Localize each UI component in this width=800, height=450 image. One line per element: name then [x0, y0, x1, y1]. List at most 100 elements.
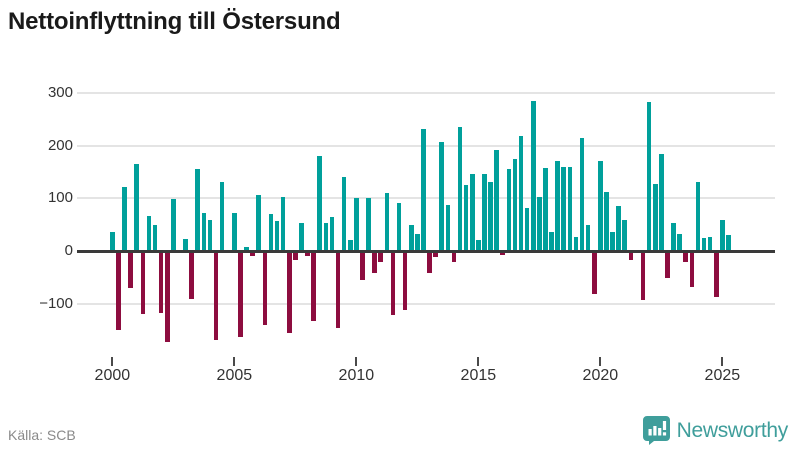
bar-2021-Q1	[622, 219, 628, 251]
bar-2006-Q4	[274, 220, 280, 251]
bar-2005-Q4	[250, 251, 255, 257]
bar-2004-Q1	[207, 219, 213, 251]
bar-2003-Q2	[189, 251, 194, 299]
bar-2007-Q2	[286, 251, 292, 334]
bar-2024-Q2	[701, 237, 707, 251]
bar-2011-Q3	[390, 251, 396, 315]
bar-2003-Q4	[201, 213, 207, 251]
bar-2008-Q1	[305, 251, 310, 257]
bar-2014-Q3	[463, 184, 469, 251]
bar-2004-Q3	[219, 181, 225, 251]
bar-2011-Q4	[396, 202, 402, 251]
y-axis-label--100: −100	[39, 294, 73, 312]
bar-2023-Q4	[689, 251, 695, 288]
bar-2024-Q3	[707, 236, 713, 251]
bar-2005-Q3	[244, 246, 249, 251]
bar-2007-Q4	[299, 222, 304, 251]
y-axis-label-0: 0	[64, 242, 73, 259]
x-axis-label-2005: 2005	[216, 367, 253, 384]
x-axis-label-2010: 2010	[338, 367, 375, 384]
bar-2003-Q3	[195, 169, 201, 251]
bar-2022-Q3	[659, 154, 664, 251]
y-axis-label-100: 100	[47, 189, 73, 207]
bar-2012-Q4	[421, 128, 426, 251]
bar-2022-Q1	[646, 102, 652, 251]
bar-2017-Q1	[524, 208, 530, 251]
bar-2020-Q1	[598, 161, 603, 251]
bar-2014-Q2	[457, 126, 463, 251]
bar-2010-Q2	[360, 251, 365, 280]
bar-2011-Q2	[384, 192, 390, 251]
bar-2015-Q2	[482, 174, 487, 251]
bar-2009-Q3	[341, 176, 347, 251]
chart-title: Nettoinflyttning till Östersund	[8, 8, 341, 35]
bar-2018-Q4	[567, 167, 573, 251]
x-axis-tick-2005	[233, 357, 236, 366]
x-axis-label-2025: 2025	[704, 367, 741, 384]
bar-2007-Q3	[293, 251, 298, 260]
x-axis-tick-2010	[355, 357, 358, 366]
bar-2018-Q2	[555, 160, 560, 251]
bar-2010-Q4	[372, 251, 377, 274]
gridline-y-100	[77, 197, 775, 200]
bar-2000-Q1	[110, 231, 115, 251]
bar-2025-Q1	[720, 219, 725, 251]
bar-2011-Q1	[378, 251, 384, 262]
bar-2018-Q3	[561, 166, 567, 251]
bar-2008-Q4	[323, 222, 329, 251]
bar-2008-Q2	[311, 251, 316, 322]
bar-2005-Q2	[238, 251, 243, 338]
bar-2000-Q2	[116, 251, 121, 331]
bar-2021-Q4	[640, 251, 646, 300]
y-axis-label-300: 300	[47, 83, 73, 101]
bar-2024-Q4	[713, 251, 719, 298]
gridline-y-200	[77, 144, 775, 147]
bar-2016-Q4	[518, 135, 524, 251]
bar-2017-Q4	[543, 168, 548, 251]
bar-2022-Q4	[665, 251, 670, 279]
bar-2001-Q1	[134, 164, 140, 251]
x-axis-tick-2015	[477, 357, 480, 366]
bar-2010-Q1	[354, 198, 359, 251]
bar-2000-Q3	[122, 187, 127, 251]
newsworthy-wordmark: Newsworthy	[676, 418, 789, 442]
bar-2003-Q1	[183, 238, 188, 251]
bar-2021-Q2	[628, 251, 634, 260]
zero-axis-line	[77, 249, 775, 253]
bar-2016-Q2	[506, 169, 512, 251]
x-axis-tick-2025	[721, 357, 724, 366]
bar-2012-Q3	[415, 233, 420, 251]
bar-2019-Q3	[585, 225, 591, 251]
bar-2013-Q2	[433, 251, 438, 257]
bar-2024-Q1	[695, 182, 701, 251]
bar-2001-Q4	[152, 224, 158, 251]
bar-2015-Q4	[494, 149, 499, 251]
bar-2012-Q1	[402, 251, 408, 311]
bar-2023-Q1	[671, 222, 676, 251]
bar-2009-Q4	[347, 239, 353, 251]
bar-2023-Q2	[677, 234, 682, 251]
bar-2000-Q4	[128, 251, 133, 289]
bar-2001-Q2	[140, 251, 146, 315]
x-axis-label-2015: 2015	[460, 367, 497, 384]
bar-2022-Q2	[652, 183, 658, 251]
bar-2012-Q2	[408, 225, 414, 251]
bar-2019-Q1	[573, 237, 579, 251]
bar-2015-Q3	[488, 181, 493, 251]
bar-2002-Q3	[171, 199, 176, 251]
bar-2006-Q3	[268, 214, 274, 251]
bar-2006-Q1	[256, 195, 262, 251]
bar-2013-Q4	[445, 205, 451, 251]
bar-2004-Q2	[213, 251, 219, 340]
bar-2015-Q1	[476, 240, 481, 251]
bar-2017-Q2	[530, 100, 536, 251]
x-axis-tick-2020	[599, 357, 602, 366]
bar-2020-Q4	[616, 206, 621, 251]
x-axis-label-2020: 2020	[582, 367, 619, 384]
y-axis-label-200: 200	[47, 136, 73, 154]
bar-2001-Q3	[146, 216, 152, 251]
bar-2007-Q1	[280, 196, 286, 251]
bar-2018-Q1	[549, 231, 554, 251]
bar-2013-Q3	[439, 141, 445, 251]
